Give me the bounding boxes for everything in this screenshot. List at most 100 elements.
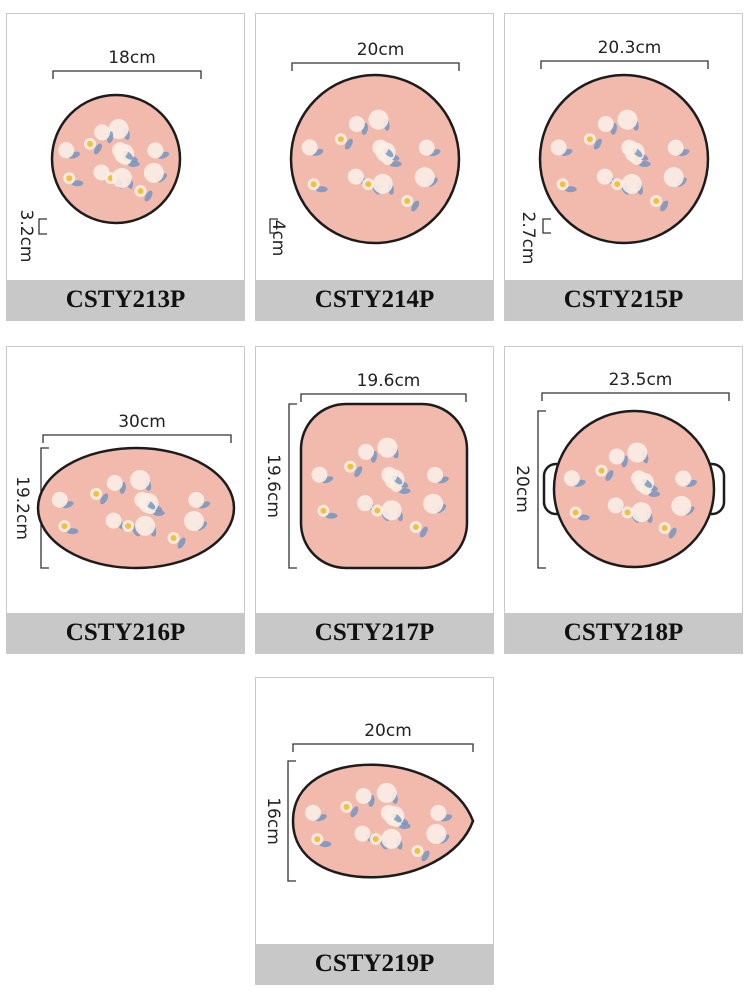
flower-pattern: [671, 495, 692, 516]
leaf-pattern: [319, 841, 332, 848]
flower-pattern: [183, 510, 204, 531]
leaf-pattern: [144, 190, 153, 202]
flower-center: [61, 523, 68, 530]
flower-pattern: [357, 495, 374, 512]
leaf-pattern: [389, 161, 402, 167]
flower-pattern: [381, 466, 398, 483]
height-label: 19.6cm: [263, 454, 283, 518]
flower-center: [320, 507, 327, 514]
width-label: 30cm: [118, 412, 166, 432]
flower-center: [93, 490, 100, 497]
flower-center: [661, 525, 668, 532]
height-label: 19.2cm: [12, 476, 32, 540]
flower-pattern: [550, 139, 567, 156]
flower-pattern: [380, 804, 397, 821]
product-card: 23.5cm 20cm CSTY218P: [504, 346, 743, 654]
leaf-pattern: [660, 200, 669, 212]
width-bracket: [540, 60, 709, 69]
product-figure: 20cm 4cm: [268, 40, 461, 257]
flower-pattern: [381, 828, 402, 849]
flower-pattern: [108, 119, 129, 140]
flower-pattern: [301, 139, 318, 156]
product-figure: 19.6cm 19.6cm: [263, 371, 469, 570]
flower-center: [343, 803, 350, 810]
flower-center: [66, 175, 73, 182]
flower-pattern: [414, 167, 435, 188]
flower-pattern: [426, 823, 447, 844]
flower-center: [653, 198, 660, 205]
flower-center: [404, 198, 411, 205]
width-label: 20cm: [357, 40, 405, 60]
flower-pattern: [311, 466, 328, 483]
leaf-pattern: [648, 491, 660, 497]
leaf-pattern: [398, 823, 411, 829]
flower-center: [125, 522, 132, 529]
flower-pattern: [58, 142, 75, 159]
leaf-pattern: [344, 138, 353, 150]
flower-pattern: [147, 142, 164, 159]
flower-pattern: [347, 168, 364, 185]
product-code: CSTY215P: [505, 280, 742, 320]
height-label: 4cm: [268, 220, 288, 257]
plate: [299, 402, 469, 570]
flower-center: [572, 509, 579, 516]
leaf-pattern: [419, 526, 428, 538]
height-label: 3.2cm: [16, 210, 36, 263]
leaf-pattern: [605, 470, 614, 482]
flower-center: [86, 140, 93, 147]
product-card: 20cm 16cm CSTY219P: [255, 677, 494, 985]
leaf-pattern: [411, 200, 420, 212]
leaf-pattern: [315, 186, 328, 193]
flower-pattern: [608, 448, 625, 465]
leaf-pattern: [638, 161, 651, 167]
width-bracket: [291, 62, 460, 71]
leaf-pattern: [100, 493, 109, 505]
plate: [291, 763, 475, 879]
product-figure: 20cm 16cm: [263, 721, 475, 882]
flower-center: [624, 509, 631, 516]
plate: [552, 409, 716, 569]
width-bracket: [292, 743, 474, 752]
flower-pattern: [377, 437, 398, 458]
width-label: 19.6cm: [357, 371, 421, 391]
plate: [36, 446, 236, 570]
leaf-pattern: [71, 180, 84, 187]
flower-pattern: [135, 515, 156, 536]
flower-pattern: [105, 512, 122, 529]
flower-pattern: [617, 109, 638, 130]
product-code: CSTY219P: [256, 944, 493, 984]
flower-pattern: [663, 167, 684, 188]
leaf-pattern: [593, 138, 602, 150]
product-code: CSTY216P: [7, 613, 244, 653]
product-figure: 20.3cm 2.7cm: [518, 38, 710, 264]
flower-pattern: [376, 782, 397, 803]
product-code: CSTY214P: [256, 280, 493, 320]
leaf-pattern: [398, 488, 411, 494]
leaf-pattern: [127, 161, 140, 167]
width-label: 18cm: [108, 48, 156, 68]
leaf-pattern: [94, 143, 102, 155]
flower-center: [559, 181, 566, 188]
leaf-pattern: [354, 466, 363, 478]
flower-pattern: [348, 115, 365, 132]
flower-pattern: [372, 139, 389, 156]
leaf-pattern: [325, 512, 338, 519]
flower-center: [337, 136, 344, 143]
flower-pattern: [418, 139, 435, 156]
flower-pattern: [675, 470, 692, 487]
flower-pattern: [631, 470, 648, 487]
height-label: 16cm: [263, 797, 283, 845]
height-label: 20cm: [512, 465, 532, 513]
product-figure: 30cm 19.2cm: [12, 412, 236, 570]
product-card: 19.6cm 19.6cm CSTY217P: [255, 346, 494, 654]
width-bracket: [300, 393, 467, 402]
product-card: 20cm 4cm CSTY214P: [255, 13, 494, 321]
product-figure: 23.5cm 20cm: [512, 370, 730, 569]
flower-pattern: [188, 491, 205, 508]
leaf-pattern: [132, 525, 141, 537]
leaf-pattern: [177, 537, 186, 549]
flower-center: [170, 535, 177, 542]
flower-center: [586, 136, 593, 143]
flower-pattern: [430, 804, 447, 821]
flower-pattern: [621, 139, 638, 156]
